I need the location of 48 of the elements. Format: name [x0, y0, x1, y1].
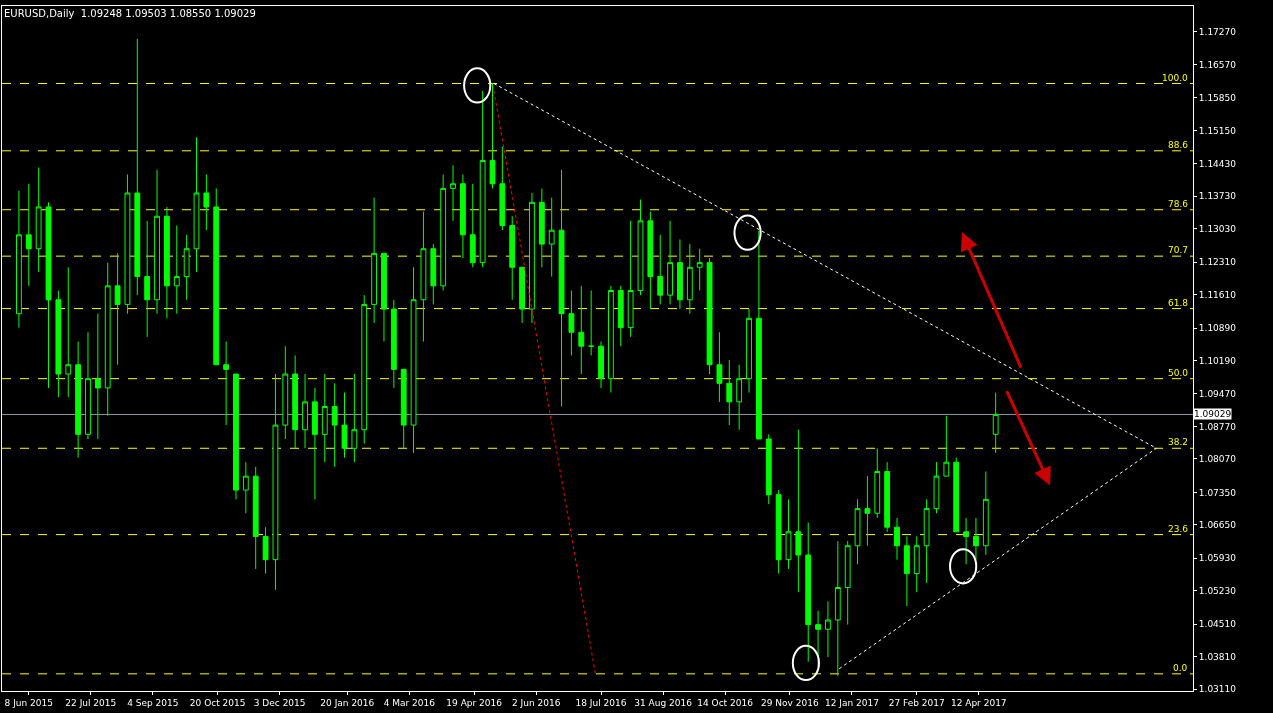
x-tick-label: 2 Jun 2016 [511, 697, 561, 708]
y-tick-label: 1.06650 [1198, 520, 1237, 531]
y-tick-label: 1.15150 [1198, 125, 1237, 136]
x-tick-label: 4 Mar 2016 [383, 697, 436, 708]
x-tick-label: 12 Jan 2017 [824, 697, 879, 708]
x-tick-label: 31 Aug 2016 [634, 697, 693, 708]
annotation: 23.6 [1168, 524, 1189, 534]
ref-line-label: 1.09029 [1194, 409, 1232, 419]
y-tick-label: 1.05930 [1198, 553, 1237, 564]
y-tick-label: 1.13730 [1198, 191, 1237, 202]
annotation: 78.6 [1168, 199, 1189, 209]
y-tick-label: 1.15850 [1198, 93, 1237, 104]
y-tick-label: 1.12310 [1198, 257, 1237, 268]
y-tick-label: 1.14430 [1198, 158, 1237, 169]
annotation: 50.0 [1168, 368, 1189, 378]
y-tick-label: 1.07350 [1198, 487, 1237, 498]
annotation: 100.0 [1162, 73, 1189, 83]
annotation: 0.0 [1173, 663, 1188, 673]
y-tick-label: 1.08070 [1198, 454, 1237, 465]
chart-title: EURUSD,Daily 1.09248 1.09503 1.08550 1.09029 [4, 8, 256, 19]
annotation: 38.2 [1168, 437, 1189, 447]
x-tick-label: 22 Jul 2015 [65, 697, 117, 708]
y-tick-label: 1.09470 [1198, 389, 1237, 400]
x-tick-label: 18 Jul 2016 [575, 697, 627, 708]
x-tick-label: 20 Jan 2016 [320, 697, 375, 708]
y-tick-label: 1.03810 [1198, 651, 1237, 662]
x-tick-label: 19 Apr 2016 [446, 697, 503, 708]
y-tick-label: 1.17270 [1198, 27, 1237, 38]
y-tick-label: 1.08770 [1198, 421, 1237, 432]
y-tick-label: 1.10190 [1198, 355, 1237, 366]
x-tick-label: 12 Apr 2017 [950, 697, 1007, 708]
x-tick-label: 4 Sep 2015 [127, 697, 179, 708]
annotation: 88.6 [1168, 140, 1189, 150]
x-tick-label: 20 Oct 2015 [189, 697, 246, 708]
y-tick-label: 1.10890 [1198, 323, 1237, 334]
annotation: 70.7 [1168, 245, 1189, 255]
y-tick-label: 1.13030 [1198, 223, 1237, 234]
x-tick-label: 29 Nov 2016 [761, 697, 819, 708]
y-tick-label: 1.03110 [1198, 684, 1237, 695]
x-tick-label: 8 Jun 2015 [4, 697, 53, 708]
y-tick-label: 1.16570 [1198, 59, 1237, 70]
x-tick-label: 14 Oct 2016 [697, 697, 754, 708]
x-tick-label: 27 Feb 2017 [888, 697, 945, 708]
x-tick-label: 3 Dec 2015 [253, 697, 306, 708]
y-tick-label: 1.11610 [1198, 289, 1237, 300]
y-tick-label: 1.05230 [1198, 585, 1237, 596]
annotation: 61.8 [1168, 298, 1189, 308]
y-tick-label: 1.04510 [1198, 619, 1237, 630]
